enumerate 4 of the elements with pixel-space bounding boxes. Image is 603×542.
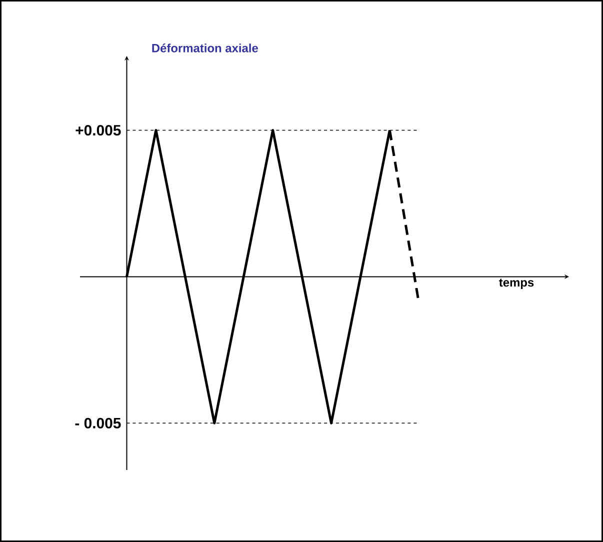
y-axis-title: Déformation axiale [152, 43, 258, 52]
y-tick-label: - 0.005 [75, 418, 121, 428]
y-tick-label: +0.005 [76, 124, 121, 136]
text: temps [499, 278, 534, 290]
